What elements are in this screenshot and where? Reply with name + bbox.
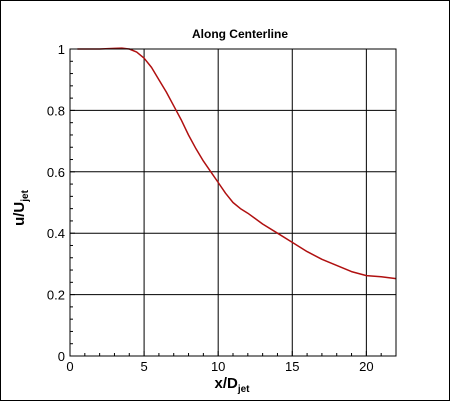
y-tick-labels: 0 0.2 0.4 0.6 0.8 1	[47, 42, 65, 364]
y-tick-label: 1	[58, 42, 65, 57]
y-tick-label: 0.4	[47, 226, 65, 241]
series-line-0	[77, 47, 397, 280]
x-axis-label-sub: jet	[237, 384, 250, 395]
tick-marks	[69, 48, 397, 357]
y-axis-label-main: u/U	[11, 202, 28, 226]
y-tick-label: 0	[58, 349, 65, 364]
y-axis-label-sub: jet	[20, 189, 31, 202]
series-layer	[77, 47, 397, 280]
y-tick-label: 0.2	[47, 288, 65, 303]
x-tick-label: 15	[285, 359, 299, 374]
x-tick-labels: 0 5 10 15 20	[66, 359, 373, 374]
x-tick-label: 5	[140, 359, 147, 374]
y-tick-label: 0.6	[47, 165, 65, 180]
x-tick-label: 20	[359, 359, 373, 374]
x-tick-label: 10	[211, 359, 225, 374]
y-tick-label: 0.8	[47, 103, 65, 118]
x-axis-label: x/Djet	[214, 375, 250, 395]
x-axis-label-main: x/D	[214, 375, 238, 392]
chart-title: Along Centerline	[192, 27, 288, 41]
y-axis-label: u/Ujet	[11, 189, 31, 226]
x-tick-label: 0	[66, 359, 73, 374]
